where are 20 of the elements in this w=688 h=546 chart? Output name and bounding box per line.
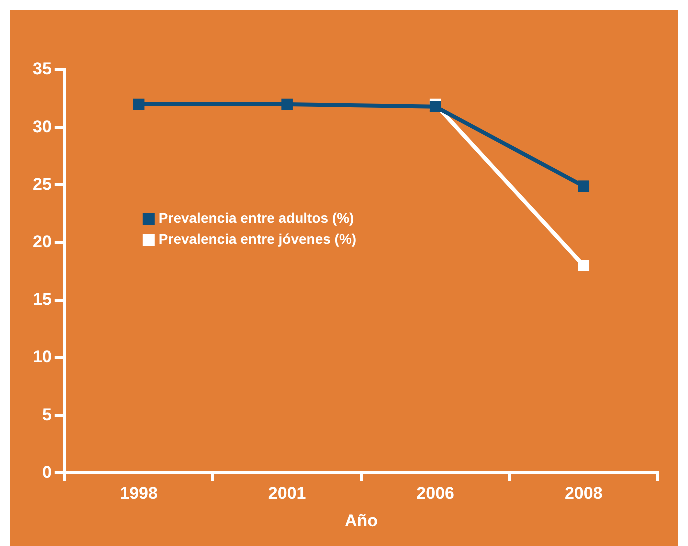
y-tick-label: 0 xyxy=(42,462,52,482)
y-tick-label: 25 xyxy=(32,174,52,194)
x-tick-label: 2006 xyxy=(416,484,455,504)
point xyxy=(578,180,590,192)
y-tick-label: 30 xyxy=(32,117,52,136)
legend-label: Prevalencia entre adultos (%) xyxy=(158,210,354,226)
legend-label: Prevalencia entre jóvenes (%) xyxy=(158,231,357,248)
x-tick-label: 1998 xyxy=(120,484,158,504)
y-tick-label: 20 xyxy=(32,232,52,252)
y-tick-label: 35 xyxy=(32,60,52,79)
y-tick-label: 15 xyxy=(32,290,52,310)
point xyxy=(133,98,145,110)
x-tick-label: 2001 xyxy=(268,484,306,504)
point xyxy=(282,98,293,110)
x-axis-title: Año xyxy=(344,511,378,530)
y-tick-label: 10 xyxy=(32,348,52,367)
point xyxy=(578,260,590,272)
point xyxy=(430,101,442,113)
x-tick-label: 2008 xyxy=(564,484,603,504)
y-tick-label: 5 xyxy=(42,405,52,424)
